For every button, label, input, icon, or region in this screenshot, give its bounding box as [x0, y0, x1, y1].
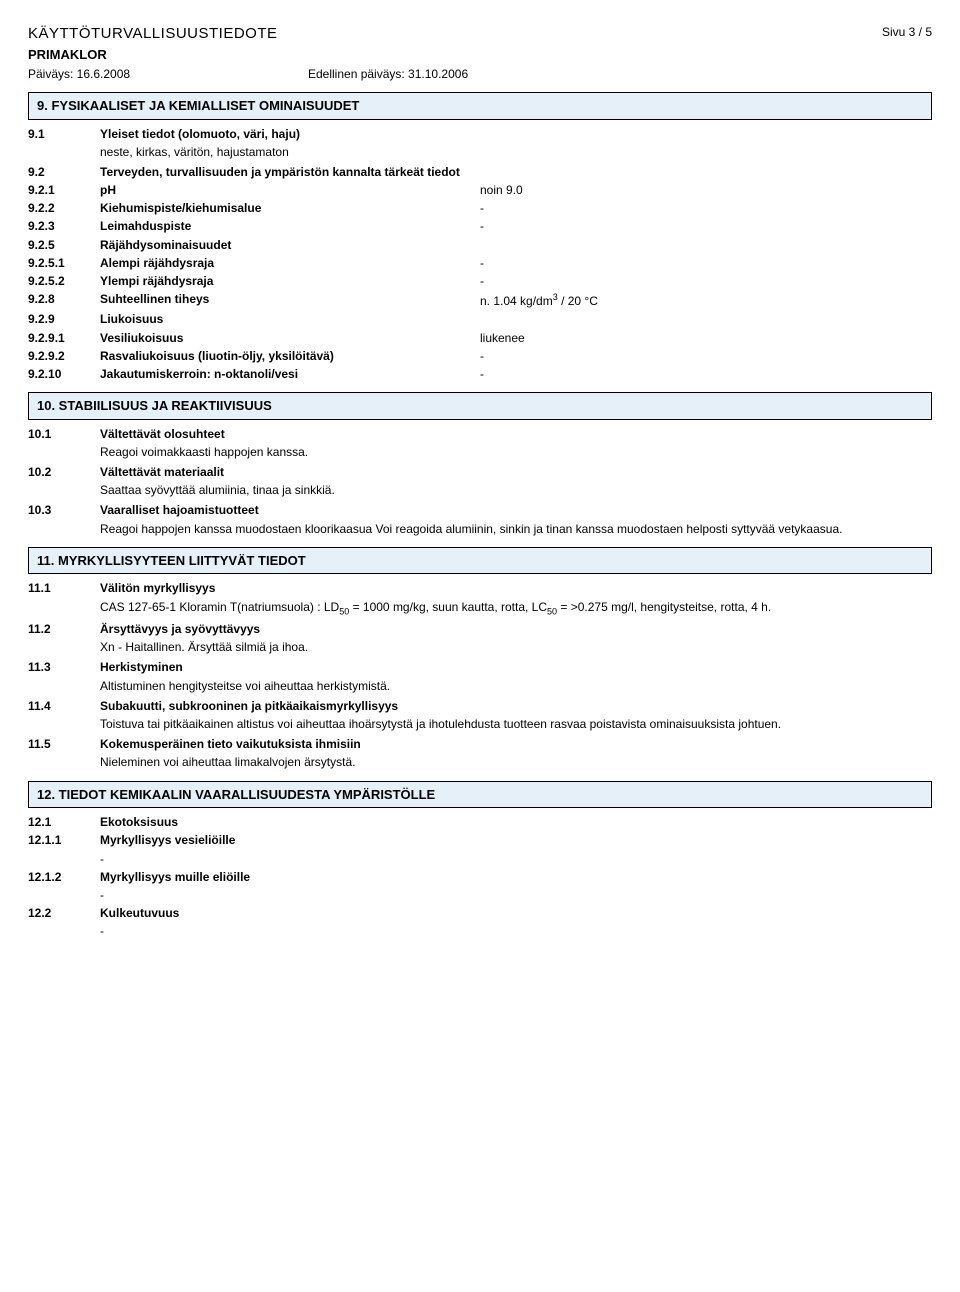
section-11-header: 11. MYRKYLLISYYTEEN LIITTYVÄT TIEDOT [28, 547, 932, 575]
lbl-12-2: Kulkeutuvuus [100, 905, 480, 921]
body-10-1: Reagoi voimakkaasti happojen kanssa. [100, 444, 932, 460]
date-previous: Edellinen päiväys: 31.10.2006 [308, 66, 468, 82]
body-10-3: Reagoi happojen kanssa muodostaen kloori… [100, 521, 932, 537]
lbl-11-3: Herkistyminen [100, 659, 480, 675]
num-10-2: 10.2 [28, 464, 100, 480]
lbl-12-1-2: Myrkyllisyys muille eliöille [100, 869, 480, 885]
num-9-2-10: 9.2.10 [28, 366, 100, 382]
num-9-2-9: 9.2.9 [28, 311, 100, 327]
lbl-9-2-9-1: Vesiliukoisuus [100, 330, 480, 346]
lbl-11-1: Välitön myrkyllisyys [100, 580, 480, 596]
num-10-3: 10.3 [28, 502, 100, 518]
dash-12-1-2: - [100, 887, 932, 903]
body-9-1: neste, kirkas, väritön, hajustamaton [100, 144, 932, 160]
lbl-9-2-3: Leimahduspiste [100, 218, 480, 234]
lbl-9-2-9: Liukoisuus [100, 311, 480, 327]
num-12-1-1: 12.1.1 [28, 832, 100, 848]
val-9-2-10: - [480, 366, 932, 382]
section-12-header: 12. TIEDOT KEMIKAALIN VAARALLISUUDESTA Y… [28, 781, 932, 809]
lbl-9-2-5-1: Alempi räjähdysraja [100, 255, 480, 271]
lbl-9-2-1: pH [100, 182, 480, 198]
product-name: PRIMAKLOR [28, 46, 932, 64]
num-11-2: 11.2 [28, 621, 100, 637]
lbl-10-2: Vältettävät materiaalit [100, 464, 480, 480]
val-9-2-1: noin 9.0 [480, 182, 932, 198]
val-9-2-8: n. 1.04 kg/dm3 / 20 °C [480, 291, 932, 309]
section-9-header: 9. FYSIKAALISET JA KEMIALLISET OMINAISUU… [28, 92, 932, 120]
lbl-11-5: Kokemusperäinen tieto vaikutuksista ihmi… [100, 736, 361, 752]
num-9-1: 9.1 [28, 126, 100, 142]
lbl-9-2-8: Suhteellinen tiheys [100, 291, 480, 307]
num-9-2-8: 9.2.8 [28, 291, 100, 307]
body-11-4: Toistuva tai pitkäaikainen altistus voi … [100, 716, 932, 732]
num-10-1: 10.1 [28, 426, 100, 442]
num-9-2-2: 9.2.2 [28, 200, 100, 216]
num-9-2: 9.2 [28, 164, 100, 180]
lbl-12-1-1: Myrkyllisyys vesieliöille [100, 832, 480, 848]
lbl-12-1: Ekotoksisuus [100, 814, 480, 830]
body-11-2: Xn - Haitallinen. Ärsyttää silmiä ja iho… [100, 639, 932, 655]
lbl-9-2-5-2: Ylempi räjähdysraja [100, 273, 480, 289]
val-9-2-5-1: - [480, 255, 932, 271]
lbl-9-2-9-2: Rasvaliukoisuus (liuotin-öljy, yksilöitä… [100, 348, 480, 364]
num-12-1-2: 12.1.2 [28, 869, 100, 885]
num-9-2-9-1: 9.2.9.1 [28, 330, 100, 346]
lbl-9-2-2: Kiehumispiste/kiehumisalue [100, 200, 480, 216]
date-current: Päiväys: 16.6.2008 [28, 66, 308, 82]
num-9-2-5: 9.2.5 [28, 237, 100, 253]
num-9-2-3: 9.2.3 [28, 218, 100, 234]
lbl-10-3: Vaaralliset hajoamistuotteet [100, 502, 480, 518]
val-9-2-9-2: - [480, 348, 932, 364]
num-9-2-5-1: 9.2.5.1 [28, 255, 100, 271]
lbl-11-2: Ärsyttävyys ja syövyttävyys [100, 621, 480, 637]
section-10-header: 10. STABIILISUUS JA REAKTIIVISUUS [28, 392, 932, 420]
num-11-1: 11.1 [28, 580, 100, 596]
num-9-2-1: 9.2.1 [28, 182, 100, 198]
body-11-5: Nieleminen voi aiheuttaa limakalvojen är… [100, 754, 932, 770]
lbl-9-1: Yleiset tiedot (olomuoto, väri, haju) [100, 126, 480, 142]
doc-title: KÄYTTÖTURVALLISUUSTIEDOTE [28, 24, 278, 44]
dash-12-1-1: - [100, 851, 932, 867]
lbl-9-2-10: Jakautumiskerroin: n-oktanoli/vesi [100, 366, 480, 382]
val-9-2-5-2: - [480, 273, 932, 289]
num-12-2: 12.2 [28, 905, 100, 921]
page-number: Sivu 3 / 5 [882, 24, 932, 40]
dash-12-2: - [100, 923, 932, 939]
body-11-3: Altistuminen hengitysteitse voi aiheutta… [100, 678, 932, 694]
num-9-2-9-2: 9.2.9.2 [28, 348, 100, 364]
lbl-9-2-5: Räjähdysominaisuudet [100, 237, 480, 253]
num-9-2-5-2: 9.2.5.2 [28, 273, 100, 289]
body-10-2: Saattaa syövyttää alumiinia, tinaa ja si… [100, 482, 932, 498]
val-9-2-2: - [480, 200, 932, 216]
num-11-4: 11.4 [28, 698, 100, 714]
lbl-10-1: Vältettävät olosuhteet [100, 426, 480, 442]
lbl-11-4: Subakuutti, subkrooninen ja pitkäaikaism… [100, 698, 398, 714]
num-11-3: 11.3 [28, 659, 100, 675]
lbl-9-2: Terveyden, turvallisuuden ja ympäristön … [100, 164, 460, 180]
num-11-5: 11.5 [28, 736, 100, 752]
body-11-1: CAS 127-65-1 Kloramin T(natriumsuola) : … [100, 599, 932, 618]
val-9-2-9-1: liukenee [480, 330, 932, 346]
num-12-1: 12.1 [28, 814, 100, 830]
val-9-2-3: - [480, 218, 932, 234]
